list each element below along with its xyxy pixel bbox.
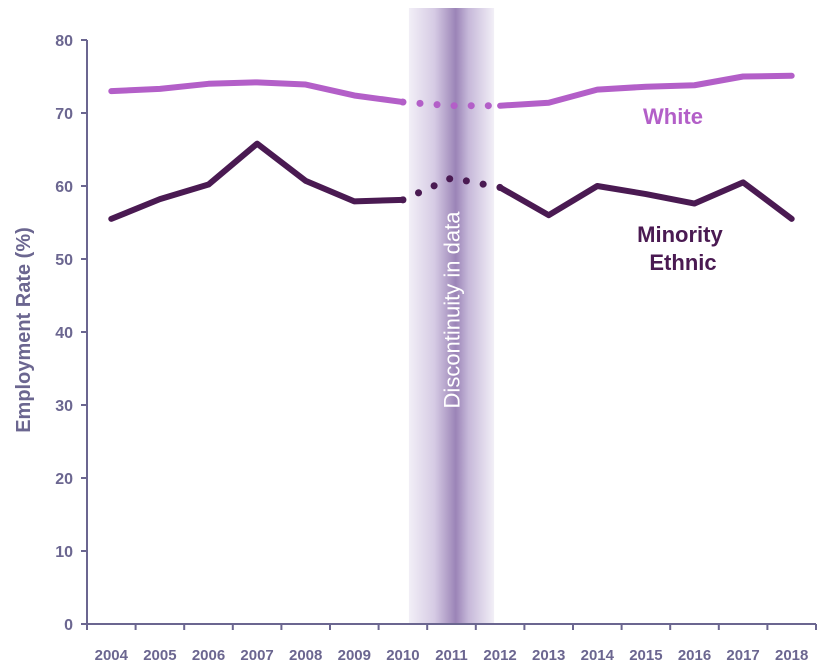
data-point-2006 xyxy=(208,83,210,85)
x-tick-label: 2013 xyxy=(532,647,565,663)
x-tick-label: 2008 xyxy=(289,647,322,663)
series-line-before xyxy=(108,140,406,222)
data-point-2016 xyxy=(694,84,696,86)
discontinuity-band xyxy=(408,8,495,623)
data-point-2005 xyxy=(159,198,161,200)
data-point-2008 xyxy=(305,180,307,182)
x-tick-label: 2006 xyxy=(192,647,225,663)
series-label-white: White xyxy=(643,104,703,129)
data-point-2011 xyxy=(451,177,453,179)
data-point-2012 xyxy=(499,105,501,107)
x-tick-label: 2005 xyxy=(143,647,176,663)
y-tick-label: 10 xyxy=(55,544,73,561)
data-point-2012 xyxy=(499,186,501,188)
data-point-2004 xyxy=(110,218,112,220)
data-point-2013 xyxy=(548,214,550,216)
series-layer xyxy=(108,72,795,222)
series-minority-ethnic xyxy=(108,140,795,222)
y-axis-label: Employment Rate (%) xyxy=(13,227,35,433)
series-line-discontinuity xyxy=(399,98,504,110)
data-point-2006 xyxy=(208,184,210,186)
series-label-minority-ethnic: Minority Ethnic xyxy=(637,222,729,275)
data-point-2015 xyxy=(645,193,647,195)
data-point-2011 xyxy=(451,105,453,107)
y-tick-label: 50 xyxy=(55,252,73,269)
y-tick-label: 20 xyxy=(55,471,73,488)
discontinuity-label: Discontinuity in data xyxy=(440,211,465,409)
series-line-after xyxy=(497,179,795,222)
data-point-2005 xyxy=(159,88,161,90)
y-ticks: 0 10 20 30 40 50 60 70 80 xyxy=(55,33,87,634)
data-point-2018 xyxy=(791,75,793,77)
data-point-2016 xyxy=(694,203,696,205)
x-tick-label: 2011 xyxy=(435,647,468,663)
x-tick-label: 2009 xyxy=(338,647,371,663)
data-point-2010 xyxy=(402,101,404,103)
y-tick-label: 0 xyxy=(64,617,73,634)
y-tick-label: 80 xyxy=(55,33,73,50)
data-point-2007 xyxy=(256,81,258,83)
series-white xyxy=(108,72,795,110)
data-point-2010 xyxy=(402,199,404,201)
series-line-after xyxy=(497,72,795,109)
x-tick-label: 2007 xyxy=(240,647,273,663)
data-point-2013 xyxy=(548,102,550,104)
data-point-2007 xyxy=(256,143,258,145)
data-point-2017 xyxy=(742,76,744,78)
data-point-2009 xyxy=(353,94,355,96)
x-tick-label: 2004 xyxy=(95,647,129,663)
series-line-discontinuity xyxy=(399,174,504,204)
data-point-2017 xyxy=(742,181,744,183)
data-point-2008 xyxy=(305,84,307,86)
data-point-2018 xyxy=(791,218,793,220)
x-tick-label: 2010 xyxy=(386,647,419,663)
data-point-2004 xyxy=(110,90,112,92)
x-tick-label: 2012 xyxy=(483,647,516,663)
data-point-2015 xyxy=(645,86,647,88)
y-tick-label: 60 xyxy=(55,179,73,196)
data-point-2014 xyxy=(596,89,598,91)
y-tick-label: 70 xyxy=(55,106,73,123)
x-tick-label: 2016 xyxy=(678,647,711,663)
data-point-2009 xyxy=(353,200,355,202)
x-tick-label: 2014 xyxy=(581,647,615,663)
x-tick-label: 2015 xyxy=(629,647,662,663)
x-tick-label: 2018 xyxy=(775,647,808,663)
series-label-minority-line1: Minority xyxy=(637,222,723,247)
y-tick-label: 40 xyxy=(55,325,73,342)
y-tick-label: 30 xyxy=(55,398,73,415)
series-label-minority-line2: Ethnic xyxy=(649,250,716,275)
data-point-2014 xyxy=(596,185,598,187)
x-tick-label: 2017 xyxy=(726,647,759,663)
series-line-before xyxy=(108,79,406,106)
x-ticks: 2004 2005 2006 2007 2008 2009 2010 2011 2012 2013… xyxy=(86,624,817,663)
